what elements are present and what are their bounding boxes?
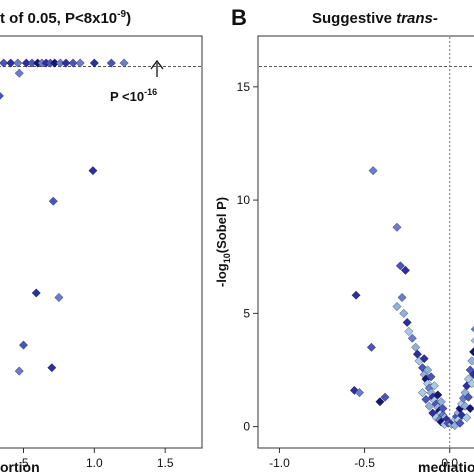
panel-b-point bbox=[407, 333, 417, 343]
panel-a-point bbox=[88, 166, 98, 176]
panel-b-point bbox=[421, 394, 431, 404]
panel-a-point bbox=[31, 288, 41, 298]
panel-b-point bbox=[426, 372, 436, 382]
panel-b-y-label: -log10(Sobel P) bbox=[214, 197, 232, 287]
panel-b-point bbox=[470, 326, 474, 333]
panel-b-point bbox=[400, 265, 410, 275]
panel-b-x-tick-label: -1.0 bbox=[269, 456, 290, 470]
panel-b-point bbox=[399, 308, 409, 318]
panel-b-point bbox=[392, 222, 402, 232]
panel-b-point bbox=[404, 326, 414, 336]
panel-b-points bbox=[349, 166, 474, 430]
panel-b-point bbox=[402, 317, 412, 327]
panel-b-point bbox=[464, 392, 473, 402]
panel-a-x-ticks: .5 1.0 1.5 bbox=[18, 448, 174, 470]
panel-b-point bbox=[469, 347, 474, 357]
panel-a-point bbox=[13, 58, 23, 68]
panel-a: t of 0.05, P<8x10-9) .5 1.0 1.5 P <10-16 o… bbox=[0, 9, 203, 474]
panel-a-x-tick-label: 1.5 bbox=[157, 456, 174, 470]
panel-a-point bbox=[68, 58, 78, 68]
panel-b-point bbox=[455, 418, 465, 428]
panel-a-point bbox=[47, 363, 57, 373]
panel-b-point bbox=[351, 290, 361, 300]
panel-b-point bbox=[465, 404, 474, 413]
panel-b-y-tick-label: 15 bbox=[237, 80, 251, 94]
panel-a-point bbox=[19, 340, 28, 350]
panel-b-point bbox=[438, 404, 448, 413]
panel-b-plot-frame bbox=[257, 35, 474, 449]
panel-a-plot-frame bbox=[0, 35, 203, 449]
panel-a-x-tick-label: .5 bbox=[18, 456, 28, 470]
panel-b-point bbox=[366, 342, 376, 352]
panel-b-point bbox=[355, 388, 364, 398]
panel-a-x-tick-label: 1.0 bbox=[86, 456, 103, 470]
panel-b-point bbox=[429, 381, 439, 391]
panel-a-point bbox=[106, 58, 116, 68]
panel-a-point bbox=[61, 58, 71, 68]
panel-b-y-ticks: 0 5 10 15 bbox=[237, 80, 258, 434]
panel-b-point bbox=[412, 349, 422, 359]
panel-b-point bbox=[392, 302, 402, 312]
panel-b-y-tick-label: 0 bbox=[243, 420, 250, 434]
panel-a-title: t of 0.05, P<8x10-9) bbox=[0, 9, 131, 27]
panel-a-point bbox=[54, 293, 64, 302]
panel-b-x-label: mediation bbox=[418, 459, 474, 474]
panel-b-point bbox=[411, 342, 421, 352]
panel-b-point bbox=[419, 354, 429, 364]
panel-b-y-tick-label: 5 bbox=[243, 306, 250, 320]
panel-a-point bbox=[0, 58, 9, 68]
panel-b-point bbox=[424, 401, 434, 411]
panel-b-point bbox=[470, 337, 474, 344]
panel-b-y-tick-label: 10 bbox=[237, 193, 251, 207]
panel-b-title: Suggestive trans- bbox=[312, 10, 438, 27]
panel-b-point bbox=[380, 392, 390, 402]
panel-b-point bbox=[460, 401, 470, 411]
panel-a-point bbox=[119, 58, 129, 68]
panel-b-x-ticks: -1.0 -0.5 0.0 bbox=[269, 448, 458, 470]
panel-b-point bbox=[423, 365, 433, 375]
panel-a-points bbox=[0, 58, 129, 376]
panel-b-point bbox=[368, 166, 378, 176]
panel-b-point bbox=[418, 388, 427, 398]
panel-a-point bbox=[89, 58, 99, 68]
panel-a-point bbox=[14, 366, 24, 376]
panel-b-point bbox=[395, 261, 405, 271]
panel-b-point bbox=[375, 397, 385, 407]
panel-b: B Suggestive trans- -1.0 -0.5 0.0 0 5 10 15 -… bbox=[214, 5, 474, 474]
panel-b-label: B bbox=[231, 5, 247, 30]
panel-a-point bbox=[6, 58, 16, 68]
panel-a-point bbox=[75, 58, 85, 68]
panel-b-x-tick-label: 0.0 bbox=[441, 456, 458, 470]
panel-b-point bbox=[467, 356, 474, 366]
panel-a-x-label: ortion bbox=[0, 459, 40, 474]
annotation-text: P <10-16 bbox=[110, 87, 157, 104]
panel-b-point bbox=[397, 293, 407, 302]
panel-b-x-tick-label: -0.5 bbox=[354, 456, 375, 470]
panel-a-point bbox=[14, 68, 24, 78]
panel-a-point bbox=[0, 91, 4, 100]
panel-b-point bbox=[467, 379, 474, 389]
panel-a-point bbox=[48, 196, 58, 206]
panel-a-annotation: P <10-16 bbox=[110, 59, 164, 104]
panel-b-point bbox=[462, 413, 472, 423]
panel-b-point bbox=[433, 390, 443, 400]
annotation-arrow-head bbox=[150, 59, 164, 70]
